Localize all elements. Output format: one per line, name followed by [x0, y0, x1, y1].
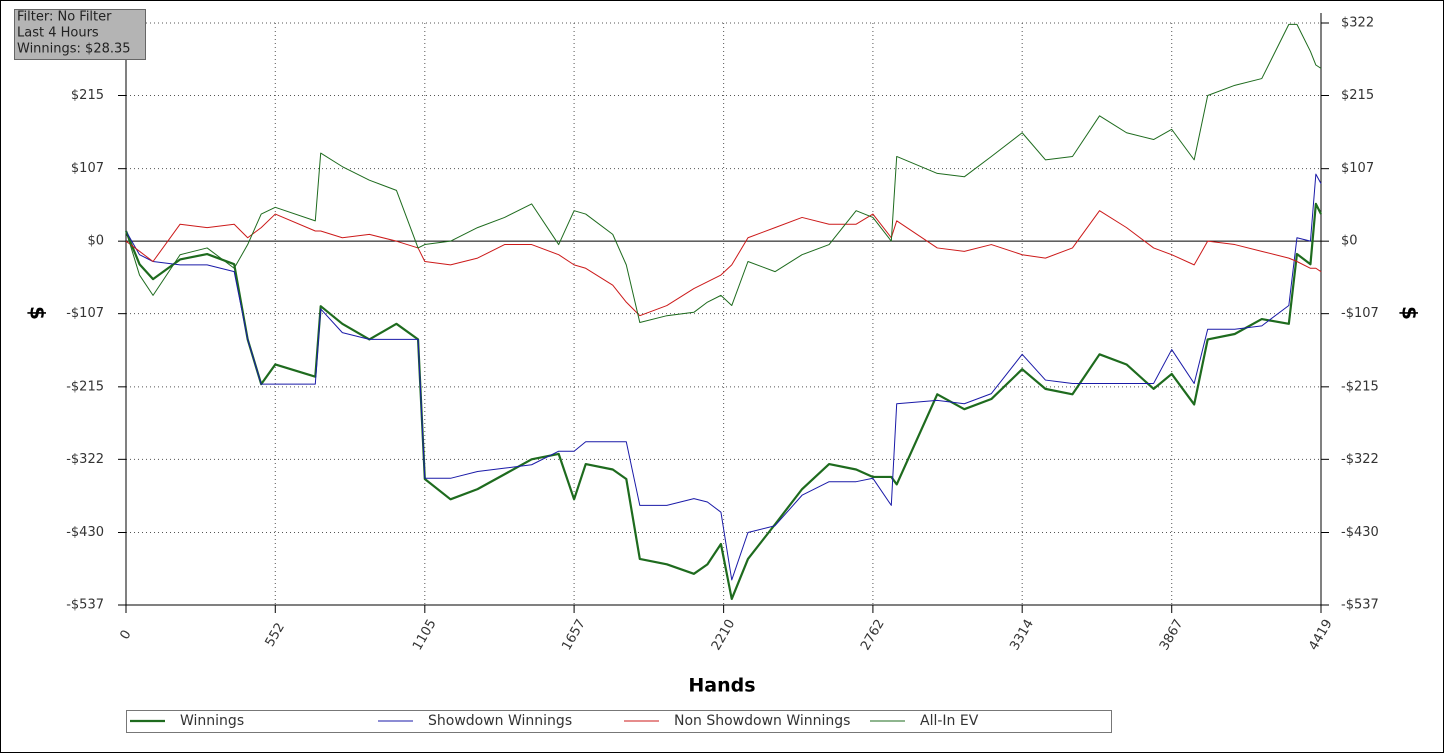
y-tick-label: $215: [71, 88, 104, 103]
y2-axis-label: $: [1398, 306, 1422, 320]
legend-label: All-In EV: [920, 713, 979, 729]
info-box: [14, 9, 146, 60]
legend-box: [126, 710, 1112, 733]
series-line: [125, 210, 1322, 317]
legend-label: Showdown Winnings: [428, 713, 572, 729]
y-tick-label: -$107: [66, 306, 104, 321]
y-tick-label: -$215: [66, 379, 104, 394]
legend-label: Non Showdown Winnings: [674, 713, 850, 729]
y2-tick-label: $107: [1341, 161, 1374, 176]
y-tick-label: $0: [87, 234, 104, 249]
y2-tick-label: -$107: [1341, 306, 1379, 321]
y-tick-label: -$322: [66, 452, 104, 467]
y2-tick-label: $215: [1341, 88, 1374, 103]
y2-tick-label: -$537: [1341, 598, 1379, 613]
x-axis-label: Hands: [688, 675, 755, 697]
y2-tick-label: -$322: [1341, 452, 1379, 467]
y2-tick-label: $322: [1341, 16, 1374, 31]
info-text: Filter: No Filter: [17, 10, 112, 25]
info-text: Last 4 Hours: [17, 26, 99, 41]
y-tick-label: -$430: [66, 525, 104, 540]
y-tick-label: -$537: [66, 598, 104, 613]
series-line: [125, 23, 1322, 323]
y-tick-label: $107: [71, 161, 104, 176]
y2-tick-label: -$430: [1341, 525, 1379, 540]
info-text: Winnings: $28.35: [17, 42, 131, 57]
y-axis-label: $: [26, 306, 50, 320]
y2-tick-label: -$215: [1341, 379, 1379, 394]
y2-tick-label: $0: [1341, 234, 1358, 249]
series-line: [125, 173, 1322, 581]
legend-label: Winnings: [180, 713, 244, 729]
